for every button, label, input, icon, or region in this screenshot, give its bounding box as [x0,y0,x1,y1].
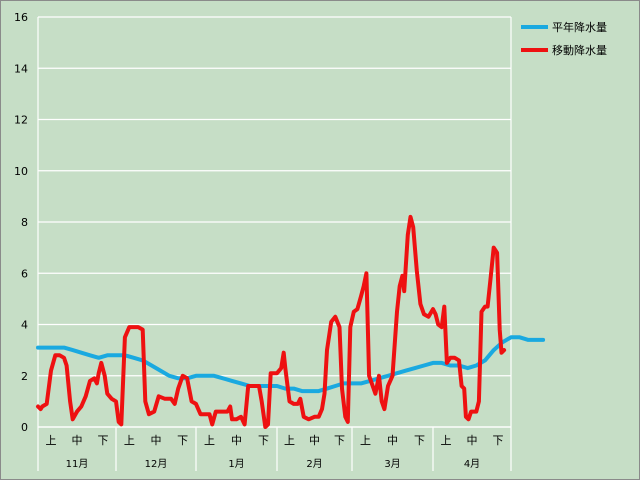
x-dekad-label: 中 [72,434,83,447]
x-dekad-label: 下 [258,434,269,447]
x-dekad-label: 上 [360,434,371,447]
y-tick-label: 8 [21,216,28,229]
y-tick-label: 12 [14,114,28,127]
x-dekad-label: 下 [493,434,504,447]
x-dekad-label: 上 [284,434,295,447]
x-dekad-label: 上 [46,434,57,447]
x-axis: 上中下11月上中下12月上中下1月上中下2月上中下3月上中下4月 [37,426,512,471]
y-tick-label: 2 [21,370,28,383]
x-dekad-label: 上 [204,434,215,447]
series-lines [36,214,546,429]
legend-label-1: 移動降水量 [552,43,607,57]
y-tick-label: 14 [14,62,28,75]
x-month-label: 12月 [145,458,168,470]
x-dekad-label: 中 [231,434,242,447]
legend-label-0: 平年降水量 [552,20,607,34]
x-dekad-label: 下 [177,434,188,447]
y-axis-ticks: 0 2 4 6 8 10 12 14 16 [14,11,28,434]
x-dekad-label: 中 [151,434,162,447]
x-dekad-label: 中 [387,434,398,447]
x-month-label: 3月 [384,458,400,470]
y-tick-label: 6 [21,267,28,280]
series-line-0 [36,335,546,394]
x-month-label: 1月 [228,458,244,470]
series-line-1 [36,214,507,429]
x-dekad-label: 下 [414,434,425,447]
x-dekad-label: 上 [441,434,452,447]
y-tick-label: 10 [14,165,28,178]
y-tick-label: 4 [21,319,28,332]
x-dekad-label: 中 [309,434,320,447]
x-month-label: 4月 [464,458,480,470]
y-tick-label: 0 [21,421,28,434]
x-month-label: 2月 [306,458,322,470]
gridlines [37,16,512,428]
x-dekad-label: 下 [98,434,109,447]
x-dekad-label: 中 [467,434,478,447]
x-dekad-label: 上 [124,434,135,447]
x-dekad-label: 下 [334,434,345,447]
y-tick-label: 16 [14,11,28,24]
x-month-label: 11月 [66,458,89,470]
